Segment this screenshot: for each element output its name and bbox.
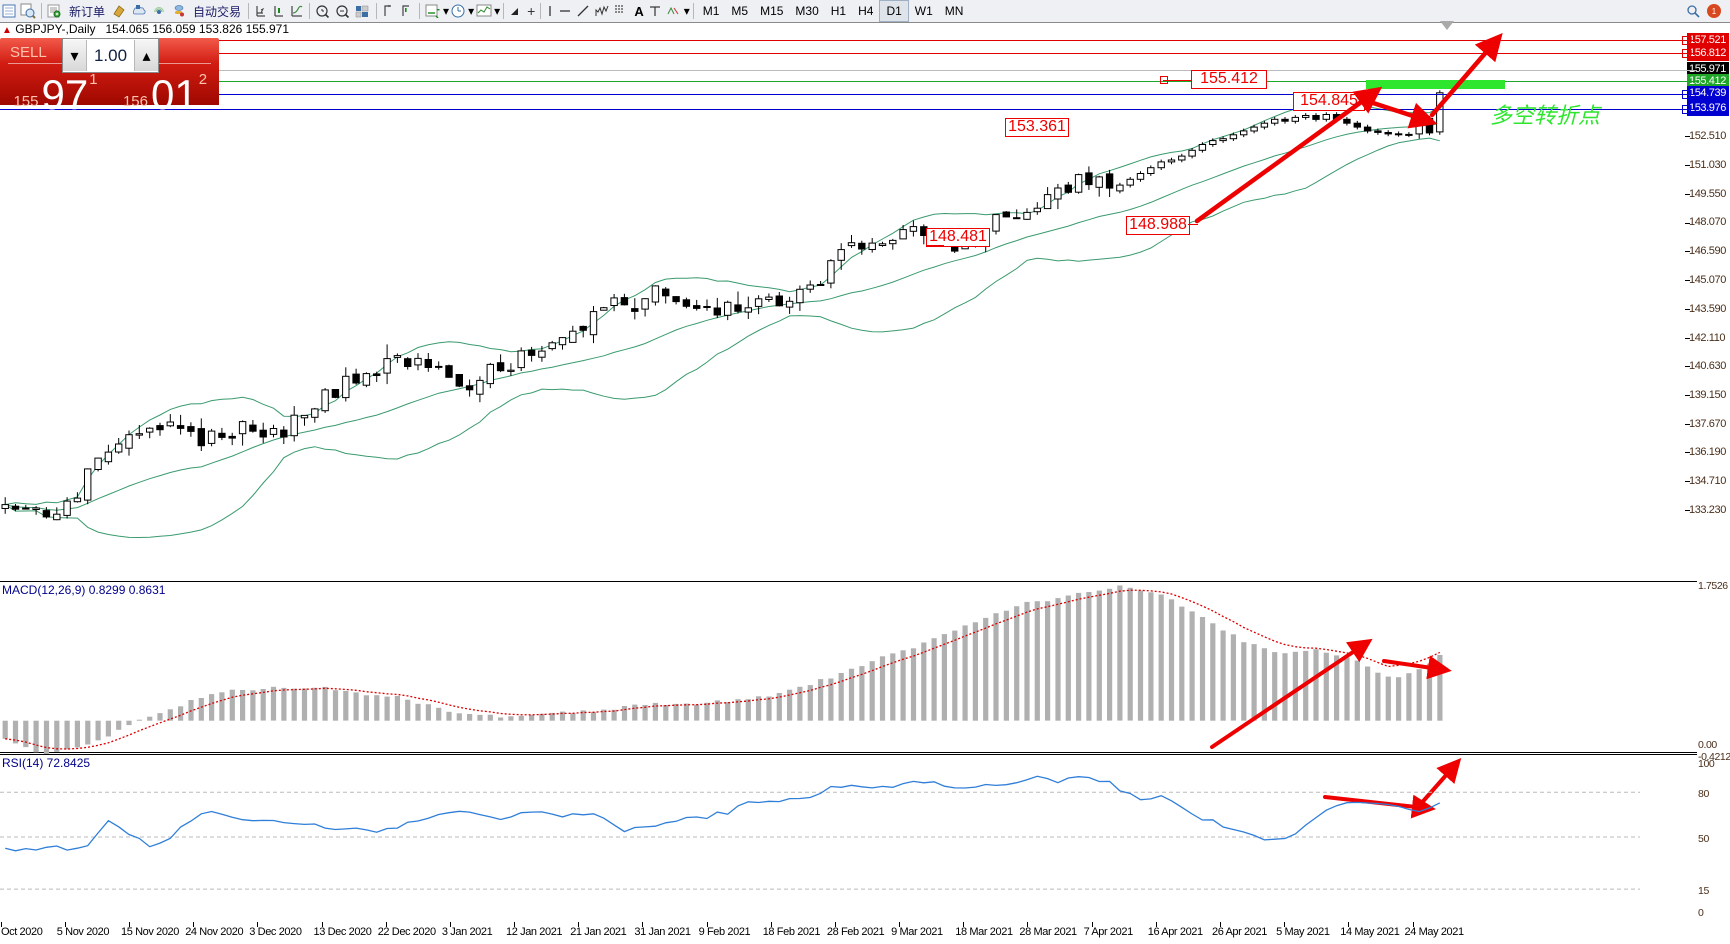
svg-text:1: 1 bbox=[1712, 7, 1717, 16]
